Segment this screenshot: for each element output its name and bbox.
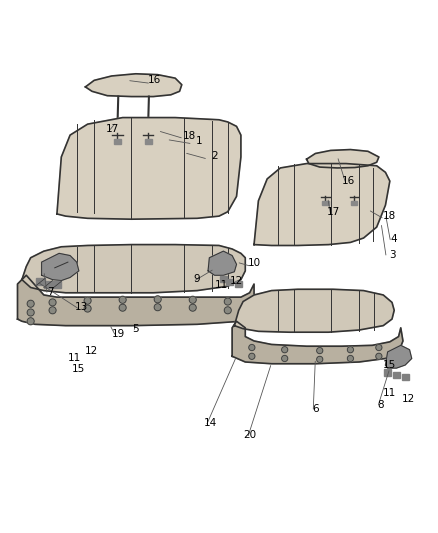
Bar	[44, 280, 53, 287]
Bar	[322, 201, 328, 205]
Text: 18: 18	[382, 211, 396, 221]
Text: 16: 16	[148, 75, 161, 85]
Circle shape	[119, 304, 126, 311]
Text: 12: 12	[402, 394, 415, 404]
Bar	[145, 139, 152, 144]
Circle shape	[49, 307, 56, 314]
Text: 12: 12	[230, 276, 243, 286]
Polygon shape	[254, 164, 390, 246]
Bar	[402, 374, 409, 380]
Bar	[36, 278, 45, 285]
Bar	[351, 201, 357, 205]
Text: 9: 9	[194, 274, 201, 284]
Circle shape	[27, 318, 34, 325]
Circle shape	[317, 356, 323, 362]
Polygon shape	[208, 251, 237, 275]
Polygon shape	[42, 253, 79, 280]
Bar	[53, 281, 61, 288]
Polygon shape	[232, 321, 403, 364]
Polygon shape	[57, 118, 241, 219]
Text: 14: 14	[204, 418, 217, 429]
Circle shape	[27, 300, 34, 307]
Text: 18: 18	[183, 131, 196, 141]
Polygon shape	[18, 275, 263, 326]
Text: 11: 11	[68, 353, 81, 362]
Circle shape	[282, 356, 288, 361]
Circle shape	[189, 304, 196, 311]
Polygon shape	[234, 289, 394, 332]
Polygon shape	[307, 150, 379, 168]
Text: 2: 2	[211, 151, 218, 161]
Text: 8: 8	[378, 400, 385, 409]
Circle shape	[347, 346, 353, 353]
Text: 3: 3	[389, 250, 396, 260]
Circle shape	[27, 309, 34, 316]
Text: 13: 13	[74, 302, 88, 312]
Polygon shape	[385, 345, 412, 368]
Circle shape	[376, 344, 382, 351]
Text: 6: 6	[312, 404, 319, 414]
Bar	[114, 139, 121, 144]
Circle shape	[249, 344, 255, 351]
Polygon shape	[85, 74, 182, 96]
Circle shape	[84, 297, 91, 304]
Text: 1: 1	[196, 136, 203, 146]
Circle shape	[224, 307, 231, 314]
Text: 11: 11	[215, 280, 228, 290]
Circle shape	[282, 346, 288, 353]
Circle shape	[249, 353, 255, 359]
Circle shape	[154, 296, 161, 303]
Text: 12: 12	[85, 346, 98, 356]
Text: 7: 7	[47, 287, 54, 297]
Bar	[220, 276, 227, 282]
Circle shape	[119, 296, 126, 303]
Bar	[393, 372, 400, 378]
Circle shape	[317, 348, 323, 354]
Bar	[226, 279, 233, 285]
Text: 16: 16	[342, 176, 355, 186]
Bar	[235, 281, 242, 287]
Circle shape	[376, 353, 382, 359]
Circle shape	[347, 356, 353, 361]
Text: 15: 15	[71, 365, 85, 375]
Circle shape	[154, 304, 161, 311]
Circle shape	[49, 299, 56, 306]
Text: 15: 15	[382, 360, 396, 370]
Text: 11: 11	[383, 387, 396, 398]
Text: 5: 5	[132, 324, 139, 334]
Text: 20: 20	[243, 430, 256, 440]
Text: 10: 10	[247, 259, 261, 269]
Text: 19: 19	[112, 328, 125, 338]
Text: 4: 4	[391, 235, 398, 245]
Text: 17: 17	[106, 124, 119, 134]
Polygon shape	[22, 245, 245, 293]
Text: 17: 17	[327, 207, 340, 217]
Circle shape	[84, 305, 91, 312]
Bar	[384, 369, 391, 376]
Circle shape	[224, 298, 231, 305]
Circle shape	[189, 296, 196, 303]
